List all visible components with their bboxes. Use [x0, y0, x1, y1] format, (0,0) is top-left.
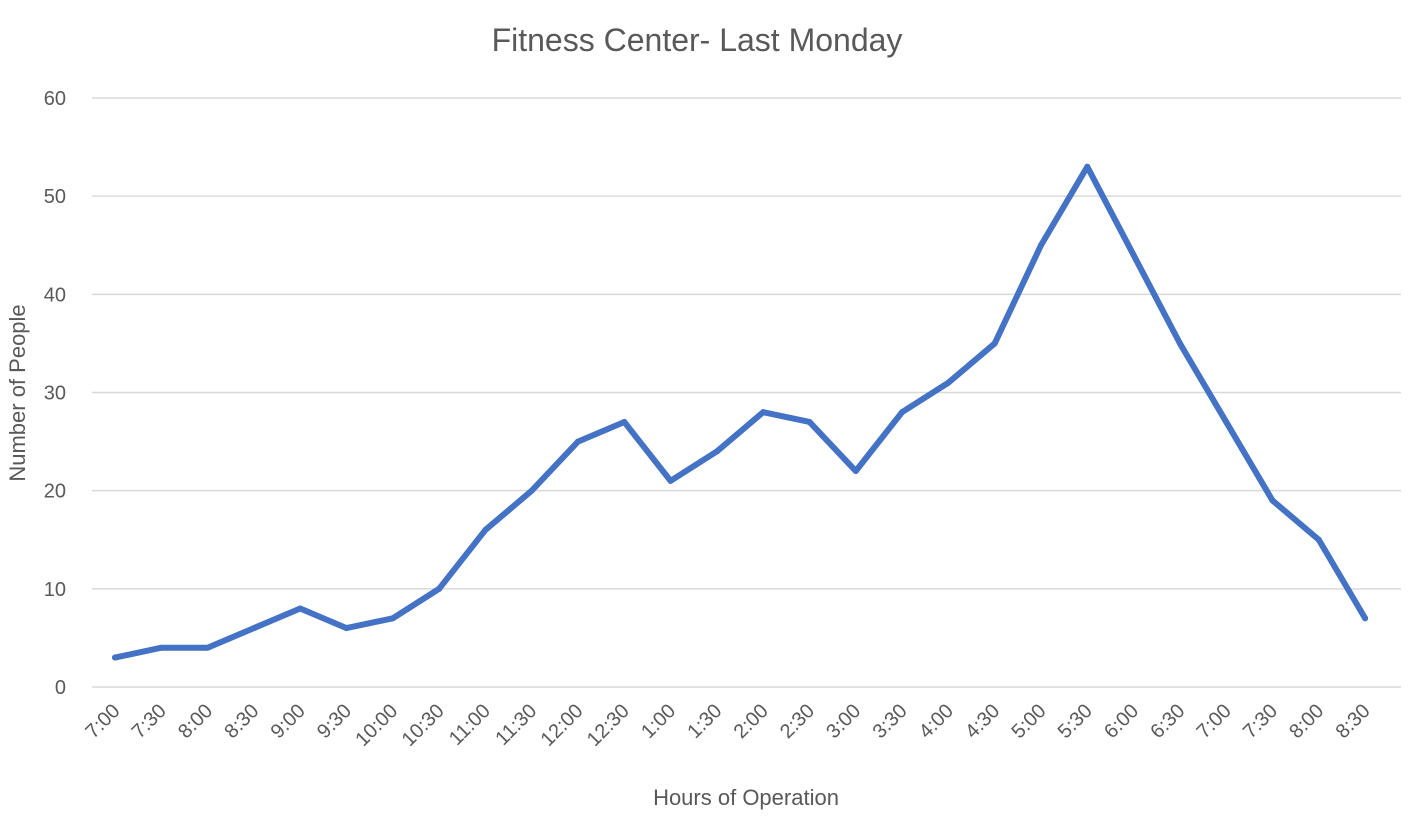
x-axis-title: Hours of Operation: [653, 785, 839, 810]
y-tick-label: 60: [44, 88, 66, 110]
y-tick-label: 40: [44, 284, 66, 306]
x-tick-label: 12:00: [537, 700, 588, 751]
data-point: [760, 409, 767, 416]
data-point: [852, 468, 859, 475]
y-tick-label: 30: [44, 383, 66, 405]
x-tick-label: 1:30: [683, 700, 726, 743]
data-point: [158, 644, 165, 651]
y-tick-label: 20: [44, 481, 66, 503]
data-point: [1269, 497, 1276, 504]
series-line: [112, 163, 1369, 661]
x-tick-label: 5:00: [1007, 700, 1050, 743]
data-point: [1176, 340, 1183, 347]
data-point: [1315, 536, 1322, 543]
data-point: [250, 625, 257, 632]
y-axis-ticks: 0 10 20 30 40 50 60: [44, 88, 66, 699]
x-tick-label: 7:00: [1193, 700, 1236, 743]
x-tick-label: 11:30: [491, 700, 541, 750]
data-point: [575, 438, 581, 445]
y-tick-label: 50: [44, 186, 66, 208]
x-tick-label: 7:30: [1239, 700, 1282, 743]
data-point: [482, 526, 489, 533]
data-point: [713, 448, 720, 455]
data-point: [297, 605, 304, 612]
x-tick-label: 7:00: [81, 700, 124, 743]
data-point: [1130, 252, 1137, 259]
x-tick-label: 5:30: [1054, 700, 1097, 743]
y-tick-label: 10: [44, 579, 66, 601]
data-point: [991, 340, 998, 347]
x-tick-label: 8:00: [174, 700, 217, 743]
x-tick-label: 2:00: [730, 700, 773, 743]
x-tick-label: 2:30: [776, 700, 819, 743]
x-tick-label: 11:00: [445, 700, 495, 750]
data-point: [343, 625, 350, 632]
y-tick-label: 0: [55, 677, 66, 699]
x-tick-label: 10:30: [398, 700, 449, 751]
x-tick-label: 8:00: [1285, 700, 1328, 743]
x-tick-label: 12:30: [583, 700, 634, 751]
gridlines: [92, 97, 1401, 688]
series-layer: [112, 163, 1369, 661]
x-tick-label: 10:00: [351, 700, 402, 751]
data-point: [1038, 242, 1044, 249]
data-point: [1084, 163, 1091, 170]
data-point: [528, 487, 535, 494]
data-point: [1362, 615, 1369, 622]
data-point: [1223, 418, 1230, 425]
data-point: [667, 477, 674, 484]
x-tick-label: 6:30: [1146, 700, 1189, 743]
data-point: [806, 418, 813, 425]
x-tick-label: 6:00: [1100, 700, 1143, 743]
x-tick-label: 4:30: [961, 700, 1004, 743]
data-point: [621, 418, 628, 425]
x-tick-label: 4:00: [915, 700, 958, 743]
x-tick-label: 7:30: [128, 700, 171, 743]
x-tick-label: 3:00: [822, 700, 865, 743]
chart-title: Fitness Center- Last Monday: [492, 22, 903, 58]
data-point: [945, 379, 952, 386]
x-axis-ticks: 7:00 7:30 8:00 8:30 9:00 9:3010:0010:3011:001…: [81, 700, 1374, 751]
data-point: [389, 615, 396, 622]
x-tick-label: 9:00: [267, 700, 310, 743]
x-tick-label: 3:30: [869, 700, 912, 743]
x-tick-label: 8:30: [220, 700, 263, 743]
data-point: [436, 585, 443, 592]
x-tick-label: 9:30: [313, 700, 356, 743]
x-tick-label: 8:30: [1332, 700, 1375, 743]
data-point: [112, 654, 118, 661]
y-axis-title: Number of People: [5, 304, 30, 481]
data-point: [899, 409, 906, 416]
data-point: [204, 644, 211, 651]
x-tick-label: 1:00: [637, 700, 680, 743]
